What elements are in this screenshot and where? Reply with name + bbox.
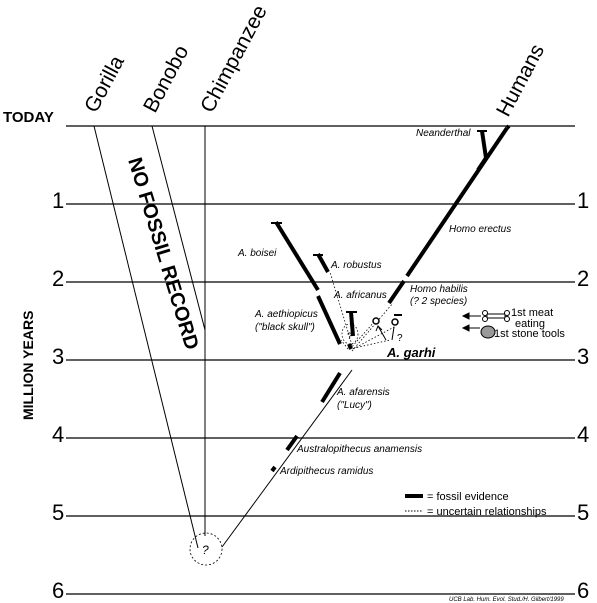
homo-habilis-bar (387, 279, 406, 305)
label-australopithecus-anamensis: Australopithecus anamensis (296, 444, 422, 455)
bonobo-lineage (151, 125, 206, 331)
tick-right-6: 6 (577, 578, 589, 603)
neanderthal-join (476, 156, 488, 172)
label-homo-habilis: Homo habilis (410, 284, 468, 295)
tick-right-5: 5 (577, 500, 589, 525)
gorilla-lineage (93, 125, 199, 549)
bone-icon (482, 310, 510, 322)
garhi-question-mark: ? (397, 333, 403, 344)
annotation-arrows (461, 312, 481, 332)
anamensis-bar (285, 434, 299, 452)
garhi-symbol-1 (372, 317, 380, 325)
bonobo-label: Bonobo (139, 42, 193, 117)
million-years-label: MILLION YEARS (20, 311, 36, 420)
dotted-ancestor-e (340, 339, 349, 350)
tick-left-5: 5 (52, 500, 64, 525)
garhi-symbol-2 (391, 318, 399, 326)
uncertain-ancestor-question-mark: ? (347, 331, 352, 341)
dotted-ancestor-b (349, 320, 376, 350)
credit-line: UCB Lab. Hum. Evol. Stud./H. Gilbert/199… (449, 597, 564, 603)
today-label: TODAY (3, 109, 54, 126)
robust-lineages (274, 220, 355, 345)
label-a-afarensis-note: ("Lucy") (337, 400, 372, 411)
stone-tool-icon (480, 325, 496, 339)
stem-to-afarensis (221, 369, 353, 548)
legend-uncertain-relationships: = uncertain relationships (427, 506, 547, 518)
tick-right-3: 3 (577, 344, 589, 369)
label-ardipithecus-ramidus: Ardipithecus ramidus (279, 466, 373, 477)
tick-right-4: 4 (577, 422, 589, 447)
tick-right-2: 2 (577, 266, 589, 291)
dotted-ancestor-f (351, 302, 394, 352)
no-fossil-record-label: NO FOSSIL RECORD (123, 155, 202, 352)
tick-left-1: 1 (52, 188, 64, 213)
tick-left-3: 3 (52, 344, 64, 369)
homo-erectus-bar (405, 126, 509, 278)
humans-label: Humans (492, 41, 549, 121)
tick-left-2: 2 (52, 266, 64, 291)
afarensis-bar (320, 371, 342, 404)
dotted-ancestor-c (349, 339, 391, 350)
label-a-boisei: A. boisei (237, 248, 277, 259)
label-a-afarensis: A. afarensis (336, 387, 390, 398)
homo-lineage (387, 126, 509, 305)
first-stone-tools-label: 1st stone tools (494, 328, 565, 340)
dotted-ancestor-ellipse (341, 323, 359, 345)
robustus-bar (316, 253, 330, 273)
tick-left-6: 6 (52, 578, 64, 603)
label-a-aethiopicus-note: ("black skull") (255, 322, 315, 333)
humans-extension (505, 124, 511, 130)
legend-fossil-evidence: = fossil evidence (427, 491, 509, 503)
common-ancestor-circle (189, 532, 223, 566)
uncertain-relationships (317, 271, 397, 352)
dotted-ancestor-a (329, 271, 353, 346)
time-gridlines (66, 125, 575, 595)
neanderthal-branch (480, 130, 488, 159)
chimpanzee-label: Chimpanzee (196, 1, 272, 116)
dotted-robust-link (317, 299, 341, 345)
dotted-ancestor-d (352, 325, 397, 350)
label-a-aethiopicus: A. aethiopicus (254, 309, 318, 320)
boisei-bar (274, 220, 320, 292)
label-neanderthal: Neanderthal (416, 128, 471, 139)
label-a-africanus: A. africanus (333, 290, 387, 301)
ape-lineages (93, 125, 206, 549)
gorilla-label: Gorilla (80, 52, 129, 117)
hominid-stem (221, 369, 353, 548)
robust-caps (271, 222, 357, 313)
first-meat-label-2: eating (515, 318, 545, 330)
garhi-pointer-arrows (375, 325, 395, 341)
label-homo-erectus: Homo erectus (449, 224, 511, 235)
first-meat-label: 1st meat (511, 307, 553, 319)
label-homo-habilis-note: (? 2 species) (410, 296, 467, 307)
label-a-garhi: A. garhi (386, 345, 436, 360)
tick-left-4: 4 (52, 422, 64, 447)
aethiopicus-bar (316, 295, 342, 345)
legend: = fossil evidence = uncertain relationsh… (405, 491, 547, 518)
common-ancestor-question-mark: ? (202, 543, 209, 557)
ardipithecus-bar (270, 465, 277, 473)
africanus-bar (349, 311, 355, 337)
fossil-evidence-bars (270, 371, 342, 473)
tick-right-1: 1 (577, 188, 589, 213)
label-a-robustus: A. robustus (330, 260, 382, 271)
